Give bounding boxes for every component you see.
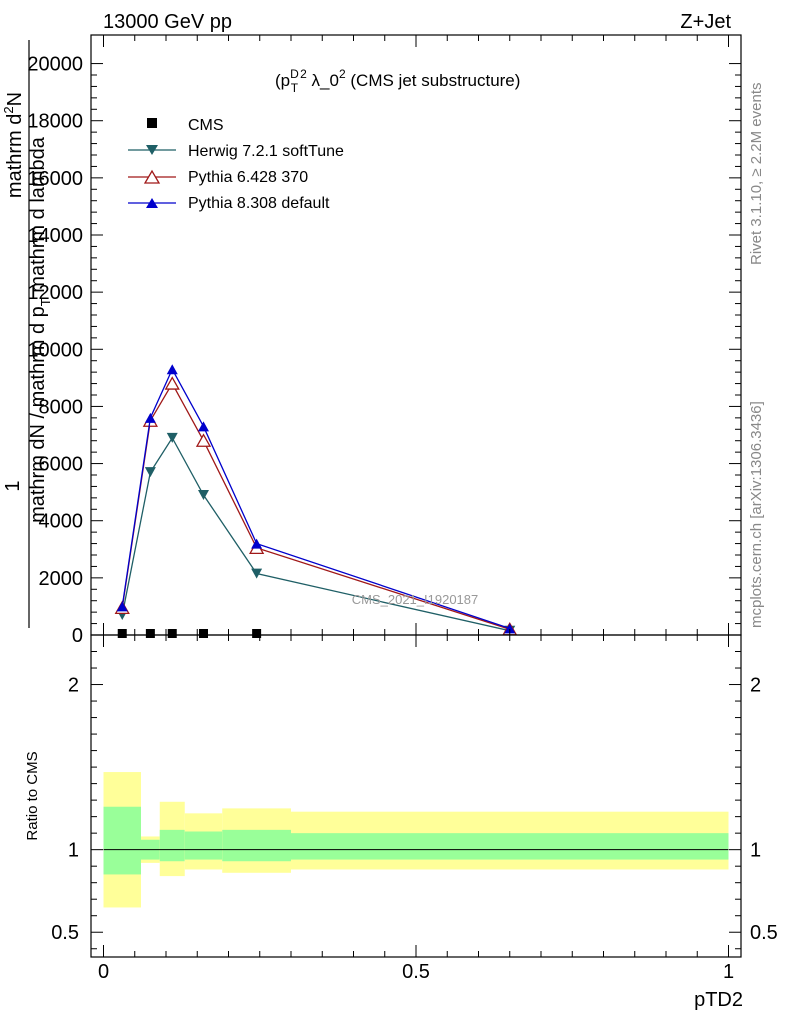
watermark: CMS_2021_I1920187 — [352, 592, 479, 607]
data-point-herwig — [166, 432, 178, 443]
legend-item-pythia6: Pythia 6.428 370 — [128, 169, 308, 186]
ratio-x-tick-label: 0.5 — [402, 961, 430, 983]
main-y-tick-label: 12000 — [27, 282, 83, 304]
main-y-label: 1 mathrm d2N mathrm dN / mathrm d pT mat… — [1, 40, 53, 628]
ratio-y-tick-label-right: 1 — [750, 840, 761, 862]
data-point-herwig — [198, 490, 209, 500]
data-point-pythia6 — [195, 433, 212, 447]
data-point-cms — [117, 629, 127, 638]
main-y-tick-label: 10000 — [27, 339, 83, 361]
data-point-pythia6 — [164, 376, 180, 390]
header-left: 13000 GeV pp — [103, 11, 232, 33]
main-x-ticks — [103, 35, 729, 635]
ratio-y-ticks: 0.5 0.5 1 1 2 2 — [51, 651, 778, 950]
main-y-tick-label: 4000 — [39, 511, 84, 533]
ratio-band-inner — [159, 829, 185, 862]
ratio-x-ticks: 0 0.5 1 — [98, 635, 734, 983]
legend-marker-cms — [147, 118, 157, 128]
data-point-herwig — [251, 568, 263, 579]
ratio-plot-frame — [90, 634, 742, 958]
legend-item-cms: CMS — [147, 117, 224, 134]
ratio-y-label: Ratio to CMS — [24, 751, 41, 840]
y-label-denominator: mathrm dN / mathrm d pT mathrm d lambda — [27, 136, 53, 523]
ratio-band-inner — [184, 831, 223, 860]
data-point-pythia8 — [166, 364, 178, 375]
data-point-cms — [167, 629, 177, 638]
main-y-tick-label: 2000 — [39, 568, 84, 590]
data-point-cms — [145, 629, 155, 638]
series-line-pythia8 — [121, 367, 510, 630]
x-axis-label: pTD2 — [694, 989, 743, 1011]
ratio-y-tick-label: 2 — [68, 675, 79, 697]
series-line-herwig — [121, 436, 510, 632]
ratio-bands — [103, 772, 729, 908]
mcplots-text: mcplots.cern.ch [arXiv:1306.3436] — [748, 401, 765, 628]
legend-marker-pythia8 — [146, 198, 158, 208]
ratio-y-tick-label: 1 — [68, 840, 79, 862]
ratio-y-tick-label-right: 0.5 — [750, 922, 778, 944]
legend-item-pythia8: Pythia 8.308 default — [128, 195, 330, 212]
main-y-tick-label: 20000 — [27, 54, 83, 76]
ratio-band-inner — [103, 806, 141, 875]
main-y-tick-label: 0 — [72, 625, 83, 647]
plot-title: (pD T2 λ_02 (CMS jet substructure) — [275, 67, 520, 95]
legend-item-herwig: Herwig 7.2.1 softTune — [128, 143, 344, 160]
ratio-y-tick-label-right: 2 — [750, 675, 761, 697]
data-point-cms — [252, 629, 262, 638]
data-point-cms — [199, 629, 208, 638]
main-plot-data — [114, 364, 518, 638]
main-y-tick-label: 14000 — [27, 225, 83, 247]
data-point-pythia8 — [251, 538, 263, 549]
legend: CMS Herwig 7.2.1 softTune Pythia 6.428 3… — [128, 117, 344, 212]
ratio-band-inner — [222, 829, 291, 862]
data-point-pythia8 — [116, 601, 128, 612]
main-y-tick-label: 6000 — [39, 454, 84, 476]
legend-marker-herwig — [146, 145, 158, 155]
main-y-tick-label: 8000 — [39, 396, 84, 418]
ratio-x-tick-label: 0 — [98, 961, 109, 983]
main-y-tick-label: 16000 — [27, 168, 83, 190]
header-right: Z+Jet — [680, 11, 731, 33]
ratio-plot: 0.5 0.51 12 2 0 0.5 1 — [51, 634, 778, 983]
legend-label-cms: CMS — [188, 117, 224, 134]
ratio-x-tick-label: 1 — [723, 961, 734, 983]
data-point-pythia8 — [144, 412, 156, 423]
legend-marker-pythia6 — [143, 169, 161, 184]
main-y-tick-label: 18000 — [27, 111, 83, 133]
main-plot: 0 2000 4000 6000 8000 10000 12000 14000 16000 180… — [27, 34, 742, 647]
data-point-herwig — [144, 467, 156, 478]
legend-label-pythia8: Pythia 8.308 default — [188, 195, 330, 212]
ratio-band-inner — [291, 833, 729, 860]
y-label-numerator: mathrm d2N — [1, 92, 26, 198]
y-label-one: 1 — [2, 480, 24, 491]
rivet-version-text: Rivet 3.1.10, ≥ 2.2M events — [748, 83, 765, 266]
main-y-ticks: 0 2000 4000 6000 8000 10000 12000 14000 16000 180… — [27, 54, 741, 647]
data-point-pythia8 — [198, 421, 209, 432]
ratio-y-tick-label: 0.5 — [51, 922, 79, 944]
legend-label-herwig: Herwig 7.2.1 softTune — [188, 143, 344, 160]
data-point-pythia8 — [504, 623, 516, 634]
legend-label-pythia6: Pythia 6.428 370 — [188, 169, 308, 186]
